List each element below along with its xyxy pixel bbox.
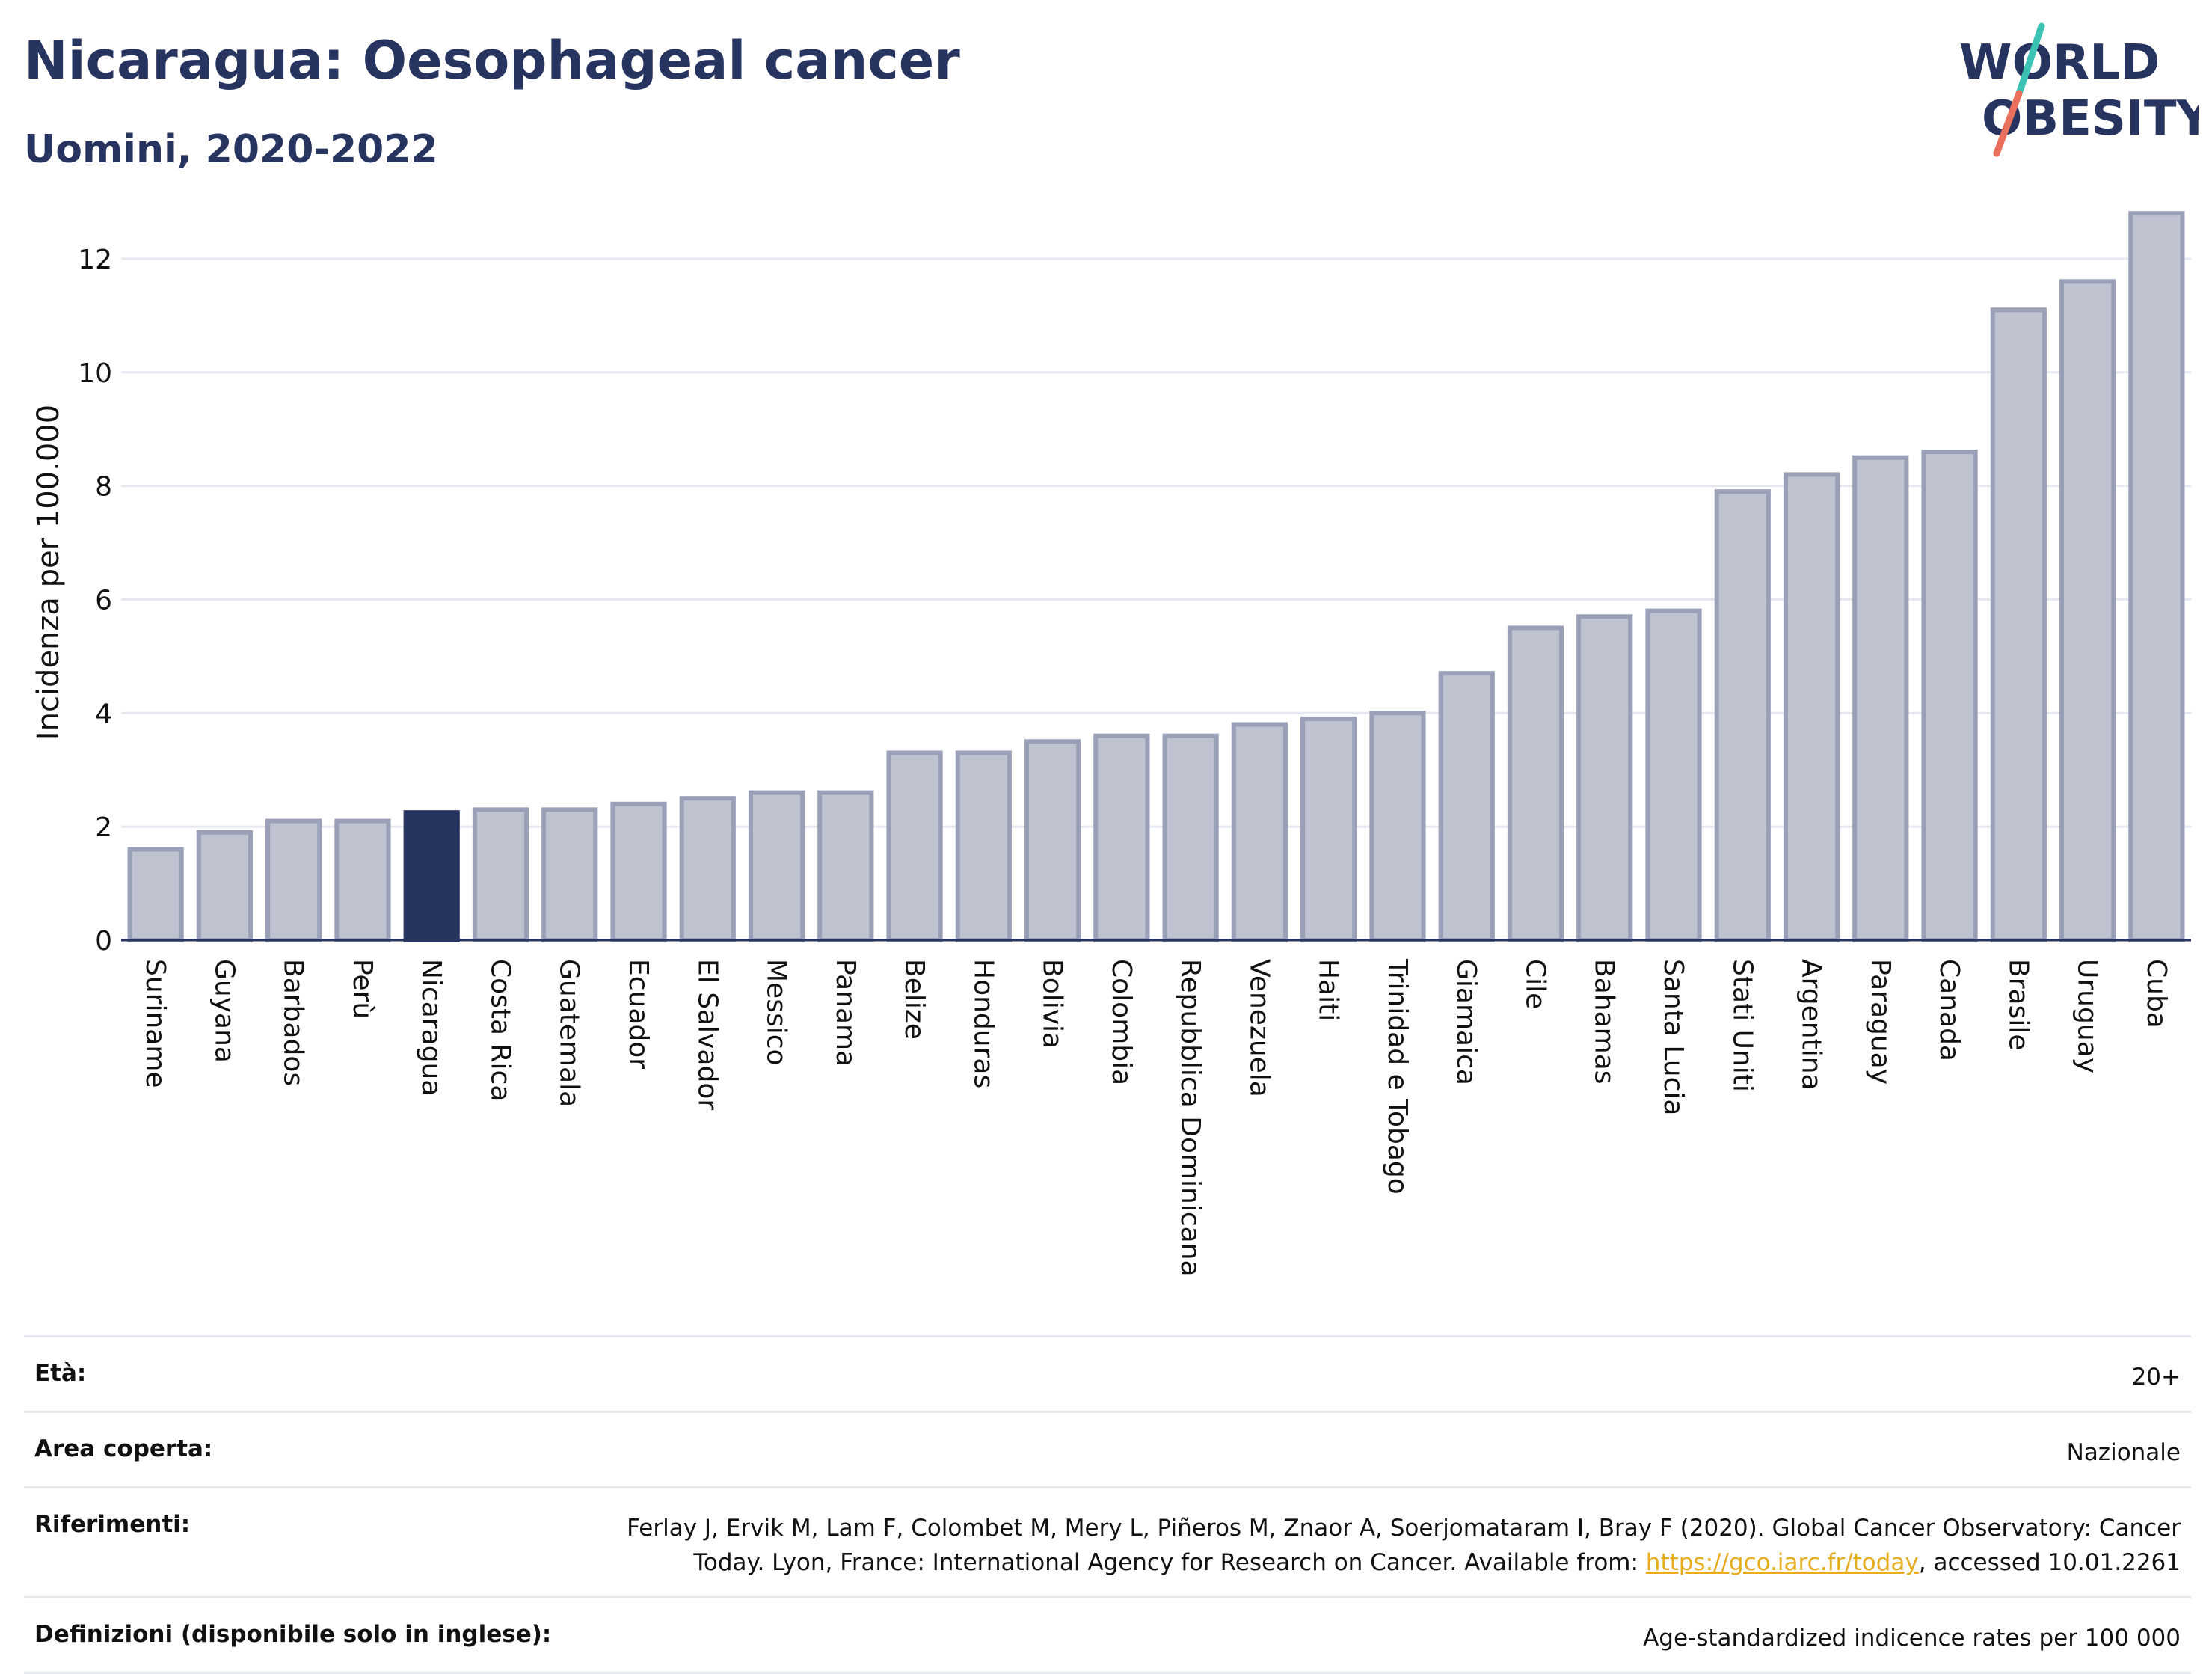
x-tick-label: Bolivia: [1037, 959, 1068, 1049]
x-tick-label: Paraguay: [1865, 959, 1896, 1085]
bar-uruguay: [2059, 279, 2116, 942]
meta-row-age: Età: 20+: [24, 1335, 2191, 1411]
x-tick-label: Brasile: [2003, 959, 2033, 1050]
definitions-value: Age-standardized indicence rates per 100…: [1643, 1625, 2181, 1652]
bar-honduras: [955, 750, 1012, 943]
x-tick-label: Cuba: [2141, 959, 2172, 1028]
x-tick-label: Barbados: [278, 959, 309, 1086]
bar-guatemala: [541, 807, 598, 943]
x-axis-ticks: Suriname Guyana Barbados Perù Nicaragua Costa…: [140, 958, 2172, 1277]
bar-venezuela: [1231, 722, 1288, 942]
bar-haiti: [1300, 716, 1357, 943]
age-value: 20+: [2131, 1364, 2181, 1391]
bar-barbados: [265, 818, 322, 942]
x-tick-label: El Salvador: [692, 959, 722, 1110]
y-tick-label: 4: [95, 699, 112, 729]
metadata-table: Età: 20+ Area coperta: Nazionale Riferim…: [24, 1335, 2191, 1674]
bar-chart: 0 2 4 6 8 10 12 Suriname Guyana Barbados Perù Nica…: [31, 211, 2191, 1277]
x-tick-label: Belize: [899, 959, 930, 1040]
x-tick-label: Canada: [1934, 959, 1964, 1061]
meta-row-area: Area coperta: Nazionale: [24, 1411, 2191, 1486]
bar-colombia: [1093, 733, 1150, 943]
logo-word-world: WORLD: [1959, 35, 2160, 91]
x-tick-label: Santa Lucia: [1658, 959, 1689, 1115]
x-tick-label: Costa Rica: [485, 959, 515, 1101]
references-link[interactable]: https://gco.iarc.fr/today: [1645, 1549, 1919, 1576]
bar-cile: [1507, 625, 1564, 943]
references-value: Ferlay J, Ervik M, Lam F, Colombet M, Me…: [627, 1511, 2181, 1580]
meta-row-references: Riferimenti: Ferlay J, Ervik M, Lam F, C…: [24, 1486, 2191, 1596]
bar-santa-lucia: [1645, 608, 1702, 943]
bar-panama: [817, 790, 874, 942]
x-tick-label: Messico: [761, 959, 792, 1066]
x-tick-label: Ecuador: [623, 959, 654, 1069]
bar-paraguay: [1852, 455, 1909, 942]
bar-canada: [1921, 450, 1978, 942]
x-tick-label: Trinidad e Tobago: [1382, 958, 1413, 1195]
x-tick-label: Suriname: [140, 959, 170, 1088]
bar-brasile: [1990, 307, 2047, 942]
y-tick-label: 2: [95, 812, 112, 843]
y-tick-label: 12: [78, 245, 112, 275]
meta-row-definitions: Definizioni (disponibile solo in inglese…: [24, 1596, 2191, 1674]
x-tick-label: Colombia: [1106, 959, 1137, 1085]
logo-slash-teal: [2015, 22, 2045, 97]
references-line2-post: , accessed 10.01.2261: [1918, 1549, 2181, 1576]
bar-guyana: [196, 830, 253, 942]
definitions-label: Definizioni (disponibile solo in inglese…: [34, 1621, 552, 1648]
bar-suriname: [127, 847, 184, 942]
x-tick-label: Venezuela: [1244, 959, 1274, 1097]
grid-lines: [121, 257, 2191, 828]
x-tick-label: Nicaragua: [416, 959, 446, 1096]
bar-ecuador: [610, 801, 667, 943]
bar-per-: [334, 818, 391, 942]
x-tick-label: Honduras: [968, 959, 998, 1088]
x-tick-label: Stati Uniti: [1727, 959, 1757, 1092]
y-tick-label: 6: [95, 585, 112, 616]
bar-belize: [886, 750, 943, 943]
bar-bahamas: [1576, 614, 1633, 942]
bar-el-salvador: [679, 796, 736, 942]
chart-title: Nicaragua: Oesophageal cancer: [24, 30, 960, 91]
x-tick-label: Guatemala: [554, 959, 585, 1107]
bar-nicaragua: [403, 810, 460, 943]
bar-bolivia: [1024, 739, 1081, 942]
references-label: Riferimenti:: [34, 1511, 191, 1538]
y-tick-label: 0: [95, 926, 112, 957]
bar-cuba: [2128, 211, 2185, 942]
x-tick-label: Panama: [830, 959, 861, 1067]
x-tick-label: Giamaica: [1451, 959, 1481, 1085]
x-tick-label: Haiti: [1313, 959, 1344, 1021]
chart-subtitle: Uomini, 2020-2022: [24, 127, 438, 172]
world-obesity-logo: WORLD OBESITY: [1959, 22, 2199, 157]
bar-messico: [748, 790, 805, 942]
x-tick-label: Argentina: [1796, 959, 1827, 1091]
y-tick-label: 10: [78, 358, 112, 389]
references-line2-pre: Today. Lyon, France: International Agenc…: [693, 1549, 1646, 1576]
bar-giamaica: [1438, 671, 1495, 943]
x-tick-label: Cile: [1520, 959, 1550, 1009]
y-axis-ticks: 0 2 4 6 8 10 12: [78, 245, 112, 957]
area-label: Area coperta:: [34, 1435, 213, 1462]
logo-slash-coral: [1993, 90, 2023, 157]
y-axis-label: Incidenza per 100.000: [31, 405, 66, 740]
bar-trinidad-e-tobago: [1369, 711, 1426, 942]
bar-stati-uniti: [1714, 489, 1771, 942]
x-tick-label: Guyana: [209, 959, 239, 1063]
x-tick-label: Bahamas: [1589, 959, 1620, 1085]
x-tick-label: Perù: [347, 959, 378, 1019]
bar-repubblica-dominicana: [1162, 733, 1219, 943]
references-line1: Ferlay J, Ervik M, Lam F, Colombet M, Me…: [627, 1515, 2181, 1542]
y-tick-label: 8: [95, 472, 112, 503]
bar-argentina: [1783, 472, 1840, 942]
bars: [127, 211, 2185, 943]
age-label: Età:: [34, 1360, 87, 1387]
x-tick-label: Uruguay: [2072, 959, 2103, 1073]
bar-costa-rica: [472, 807, 529, 943]
area-value: Nazionale: [2066, 1439, 2181, 1466]
x-tick-label: Repubblica Dominicana: [1175, 959, 1205, 1277]
